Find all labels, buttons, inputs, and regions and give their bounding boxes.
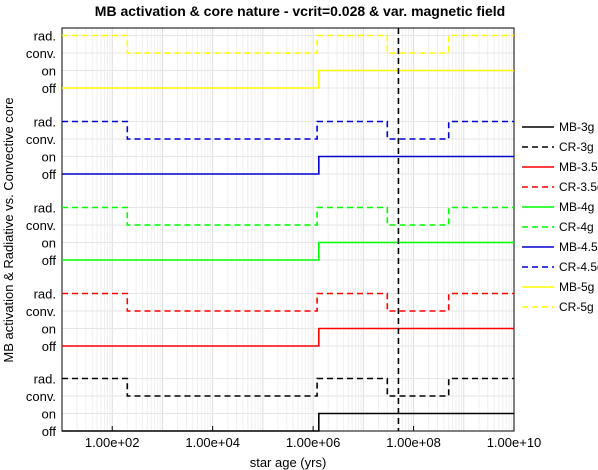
y-category-label: on bbox=[42, 322, 56, 337]
legend-label-MB-4.5g: MB-4.5g bbox=[559, 240, 598, 254]
y-category-label: conv. bbox=[26, 389, 56, 404]
x-tick-label: 1.00e+04 bbox=[185, 435, 240, 450]
series-line-MB-3.5g bbox=[62, 327, 514, 347]
x-tick-label: 1.00e+06 bbox=[286, 435, 341, 450]
y-category-label: conv. bbox=[26, 218, 56, 233]
legend-label-MB-3g: MB-3g bbox=[559, 120, 594, 134]
legend-label-MB-5g: MB-5g bbox=[559, 280, 594, 294]
grid bbox=[61, 28, 514, 432]
series-line-CR-5g bbox=[62, 34, 514, 54]
x-tick-label: 1.00e+08 bbox=[386, 435, 441, 450]
y-category-label: conv. bbox=[26, 46, 56, 61]
series-line-MB-4g bbox=[62, 241, 514, 261]
legend-label-CR-5g: CR-5g bbox=[559, 300, 594, 314]
y-category-label: off bbox=[42, 424, 57, 439]
chart-title: MB activation & core nature - vcrit=0.02… bbox=[95, 3, 505, 19]
series-line-CR-3.5g bbox=[62, 292, 514, 312]
series-line-MB-5g bbox=[62, 69, 514, 89]
y-category-label: off bbox=[42, 167, 57, 182]
legend: MB-3g CR-3g MB-3.5g CR-3.5g MB-4g CR-4g MB-4.5… bbox=[522, 120, 598, 314]
y-category-label: conv. bbox=[26, 132, 56, 147]
y-category-label: off bbox=[42, 253, 57, 268]
legend-label-MB-4g: MB-4g bbox=[559, 200, 594, 214]
y-category-label: off bbox=[42, 339, 57, 354]
y-category-label: rad. bbox=[34, 201, 56, 216]
legend-label-CR-3g: CR-3g bbox=[559, 140, 594, 154]
y-category-label: on bbox=[42, 64, 56, 79]
series-layer bbox=[62, 34, 514, 432]
y-category-label: rad. bbox=[34, 372, 56, 387]
series-line-CR-4.5g bbox=[62, 120, 514, 140]
series-line-MB-3g bbox=[62, 412, 514, 432]
y-category-label: off bbox=[42, 81, 57, 96]
y-category-label: on bbox=[42, 407, 56, 422]
y-category-label: rad. bbox=[34, 115, 56, 130]
series-line-MB-4.5g bbox=[62, 155, 514, 175]
y-category-labels: off on conv. rad. off on conv. rad. off on conv. ra… bbox=[26, 29, 56, 440]
legend-label-CR-3.5g: CR-3.5g bbox=[559, 180, 598, 194]
x-ticks: 1.00e+02 1.00e+04 1.00e+06 1.00e+08 1.00e+10 bbox=[85, 426, 541, 450]
y-category-label: rad. bbox=[34, 29, 56, 44]
legend-label-CR-4g: CR-4g bbox=[559, 220, 594, 234]
y-category-label: rad. bbox=[34, 287, 56, 302]
series-line-CR-4g bbox=[62, 206, 514, 226]
y-category-label: on bbox=[42, 236, 56, 251]
x-axis-label: star age (yrs) bbox=[250, 455, 327, 470]
x-tick-label: 1.00e+02 bbox=[85, 435, 140, 450]
y-category-label: on bbox=[42, 150, 56, 165]
y-axis-label: MB activation & Radiative vs. Convective… bbox=[1, 97, 16, 362]
legend-label-CR-4.5g: CR-4.5g bbox=[559, 260, 598, 274]
series-line-CR-3g bbox=[62, 377, 514, 397]
legend-label-MB-3.5g: MB-3.5g bbox=[559, 160, 598, 174]
y-category-label: conv. bbox=[26, 304, 56, 319]
x-tick-label: 1.00e+10 bbox=[487, 435, 542, 450]
